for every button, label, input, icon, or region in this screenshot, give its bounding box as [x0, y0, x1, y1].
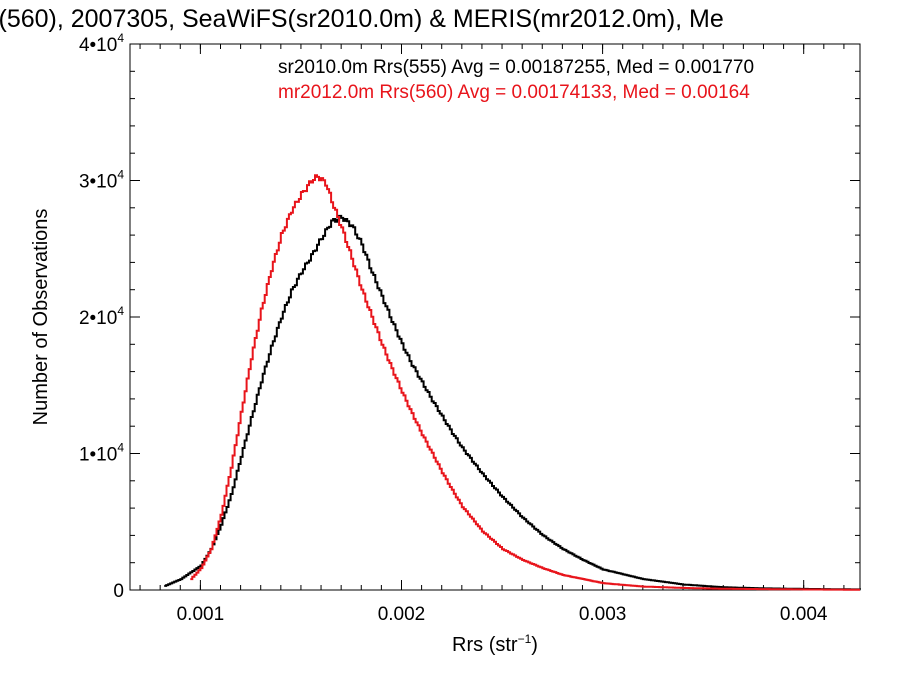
x-tick-label: 0.001 — [177, 604, 225, 625]
x-axis-title-close: ) — [531, 634, 538, 656]
y-tick-label: 1•104 — [79, 441, 124, 466]
y-tick-label-base: 2•10 — [79, 308, 117, 329]
y-tick-label: 0 — [113, 581, 124, 602]
y-tick-label: 4•104 — [79, 31, 124, 56]
y-tick-label: 2•104 — [79, 304, 124, 329]
y-tick-label-base: 3•10 — [79, 172, 117, 193]
x-axis-title-superscript: −1 — [518, 632, 532, 646]
x-axis-title-text: Rrs (str — [452, 634, 518, 656]
x-axis: 0.001 0.002 0.003 0.004 — [139, 44, 845, 625]
y-tick-label-exponent: 4 — [117, 31, 124, 45]
x-tick-label: 0.004 — [780, 604, 828, 625]
y-tick-label-base: 1•10 — [79, 445, 117, 466]
y-tick-label-exponent: 4 — [117, 168, 124, 182]
y-tick-label: 3•104 — [79, 168, 124, 193]
y-tick-label-exponent: 4 — [117, 304, 124, 318]
y-tick-label-exponent: 4 — [117, 441, 124, 455]
x-tick-label: 0.002 — [378, 604, 426, 625]
y-tick-label-base: 4•10 — [79, 35, 117, 56]
y-axis-title: Number of Observations — [30, 209, 52, 426]
legend-entry-mr2012: mr2012.0m Rrs(560) Avg = 0.00174133, Med… — [278, 82, 750, 103]
x-axis-title: Rrs (str−1) — [452, 632, 538, 656]
series-line-0 — [164, 214, 861, 591]
x-tick-label: 0.003 — [579, 604, 627, 625]
series-line-1 — [190, 174, 860, 591]
plot-frame — [129, 43, 861, 591]
legend-entry-sr2010: sr2010.0m Rrs(555) Avg = 0.00187255, Med… — [278, 57, 754, 78]
chart-title: s(560), 2007305, SeaWiFS(sr2010.0m) & ME… — [0, 5, 724, 33]
y-tick-label-base: 0 — [113, 581, 124, 602]
series-lines — [164, 174, 861, 591]
